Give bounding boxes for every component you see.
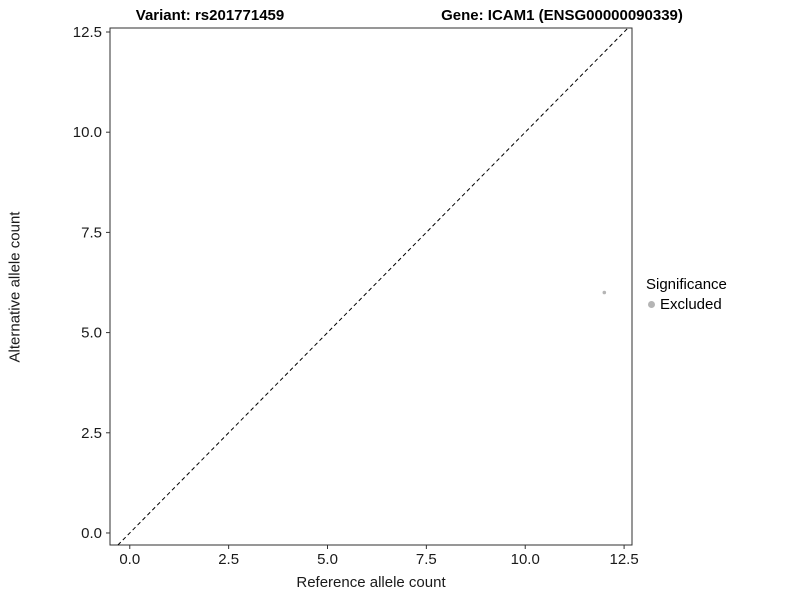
legend-item-label: Excluded xyxy=(660,296,722,313)
x-tick-label: 5.0 xyxy=(317,551,338,568)
y-tick-label: 7.5 xyxy=(81,224,102,241)
x-tick-label: 12.5 xyxy=(609,551,638,568)
data-point xyxy=(602,290,607,295)
y-tick-label: 0.0 xyxy=(81,525,102,542)
x-tick-label: 0.0 xyxy=(119,551,140,568)
y-axis-label: Alternative allele count xyxy=(6,211,24,363)
legend: Significance Excluded xyxy=(646,276,727,313)
x-tick-label: 10.0 xyxy=(511,551,540,568)
legend-swatch-excluded xyxy=(648,301,655,308)
y-tick-label: 5.0 xyxy=(81,325,102,342)
y-tick-label: 10.0 xyxy=(73,124,102,141)
plot-title-gene: Gene: ICAM1 (ENSG00000090339) xyxy=(441,7,683,24)
plot-title-variant: Variant: rs201771459 xyxy=(135,7,285,24)
legend-item: Excluded xyxy=(646,296,727,313)
y-tick-label: 12.5 xyxy=(73,24,102,41)
x-tick-label: 2.5 xyxy=(218,551,239,568)
x-tick-label: 7.5 xyxy=(416,551,437,568)
x-axis-label: Reference allele count xyxy=(296,574,446,591)
y-tick-label: 2.5 xyxy=(81,425,102,442)
legend-title: Significance xyxy=(646,276,727,293)
panel-border xyxy=(109,27,633,546)
identity-line xyxy=(117,27,629,546)
